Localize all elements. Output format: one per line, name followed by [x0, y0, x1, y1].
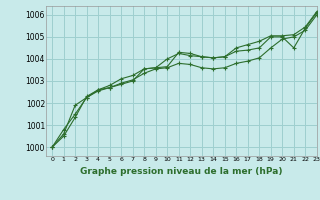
X-axis label: Graphe pression niveau de la mer (hPa): Graphe pression niveau de la mer (hPa) [80, 167, 283, 176]
